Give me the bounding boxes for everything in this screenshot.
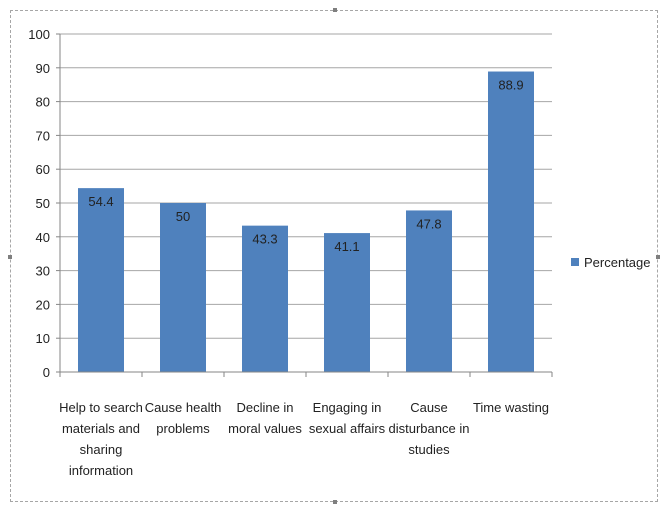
bars: [78, 71, 534, 372]
data-label: 47.8: [416, 216, 441, 231]
bar[interactable]: [242, 225, 288, 372]
y-tick-label: 30: [36, 264, 50, 279]
legend-swatch-percentage: [571, 258, 579, 266]
resize-handle-top[interactable]: [333, 8, 337, 12]
y-tick-label: 10: [36, 331, 50, 346]
data-label: 50: [176, 209, 190, 224]
x-category-line: Time wasting: [473, 400, 549, 415]
x-category-line: Cause: [410, 400, 448, 415]
chart-frame: [8, 8, 660, 504]
resize-handle-right[interactable]: [656, 255, 660, 259]
y-tick-label: 90: [36, 61, 50, 76]
resize-handle-left[interactable]: [8, 255, 12, 259]
x-category-label: Help to search materials and sharing inform…: [59, 400, 143, 478]
data-label: 43.3: [252, 232, 277, 247]
y-tick-label: 80: [36, 95, 50, 110]
y-tick-label: 40: [36, 230, 50, 245]
y-tick-label: 50: [36, 196, 50, 211]
x-category-line: information: [69, 463, 133, 478]
x-category-label: Decline in moral values: [228, 400, 302, 436]
x-category-label: Engaging in sexual affairs: [309, 400, 386, 436]
y-tick-label: 0: [43, 365, 50, 380]
gridlines: [60, 33, 552, 339]
x-category-label: Cause disturbance in studies: [389, 400, 470, 457]
legend[interactable]: Percentage: [571, 255, 651, 270]
resize-handle-bottom[interactable]: [333, 500, 337, 504]
y-axis: 0 10 20 30 40 50 60 70 80 90 100: [28, 27, 61, 380]
x-category-line: Decline in: [236, 400, 293, 415]
y-tick-label: 100: [28, 27, 50, 42]
x-category-label: Cause health problems: [145, 400, 222, 436]
legend-label-percentage: Percentage: [584, 255, 651, 270]
y-tick-label: 20: [36, 297, 50, 312]
data-labels: 54.4 50 43.3 41.1 47.8 88.9: [88, 78, 523, 255]
y-tick-label: 60: [36, 162, 50, 177]
x-category-line: Help to search: [59, 400, 143, 415]
x-category-line: sexual affairs: [309, 421, 386, 436]
x-category-label: Time wasting: [473, 400, 549, 415]
data-label: 88.9: [498, 78, 523, 93]
bar[interactable]: [324, 233, 370, 372]
x-category-line: Cause health: [145, 400, 222, 415]
x-category-line: sharing: [80, 442, 123, 457]
data-label: 41.1: [334, 239, 359, 254]
y-tick-label: 70: [36, 128, 50, 143]
x-category-line: problems: [156, 421, 210, 436]
bar[interactable]: [78, 188, 124, 372]
x-category-line: moral values: [228, 421, 302, 436]
bar[interactable]: [488, 71, 534, 372]
x-category-line: studies: [408, 442, 450, 457]
data-label: 54.4: [88, 194, 113, 209]
x-axis: Help to search materials and sharing inform…: [59, 371, 553, 478]
x-category-line: Engaging in: [313, 400, 382, 415]
x-category-line: materials and: [62, 421, 140, 436]
x-category-line: disturbance in: [389, 421, 470, 436]
bar[interactable]: [160, 203, 206, 372]
bar[interactable]: [406, 210, 452, 372]
